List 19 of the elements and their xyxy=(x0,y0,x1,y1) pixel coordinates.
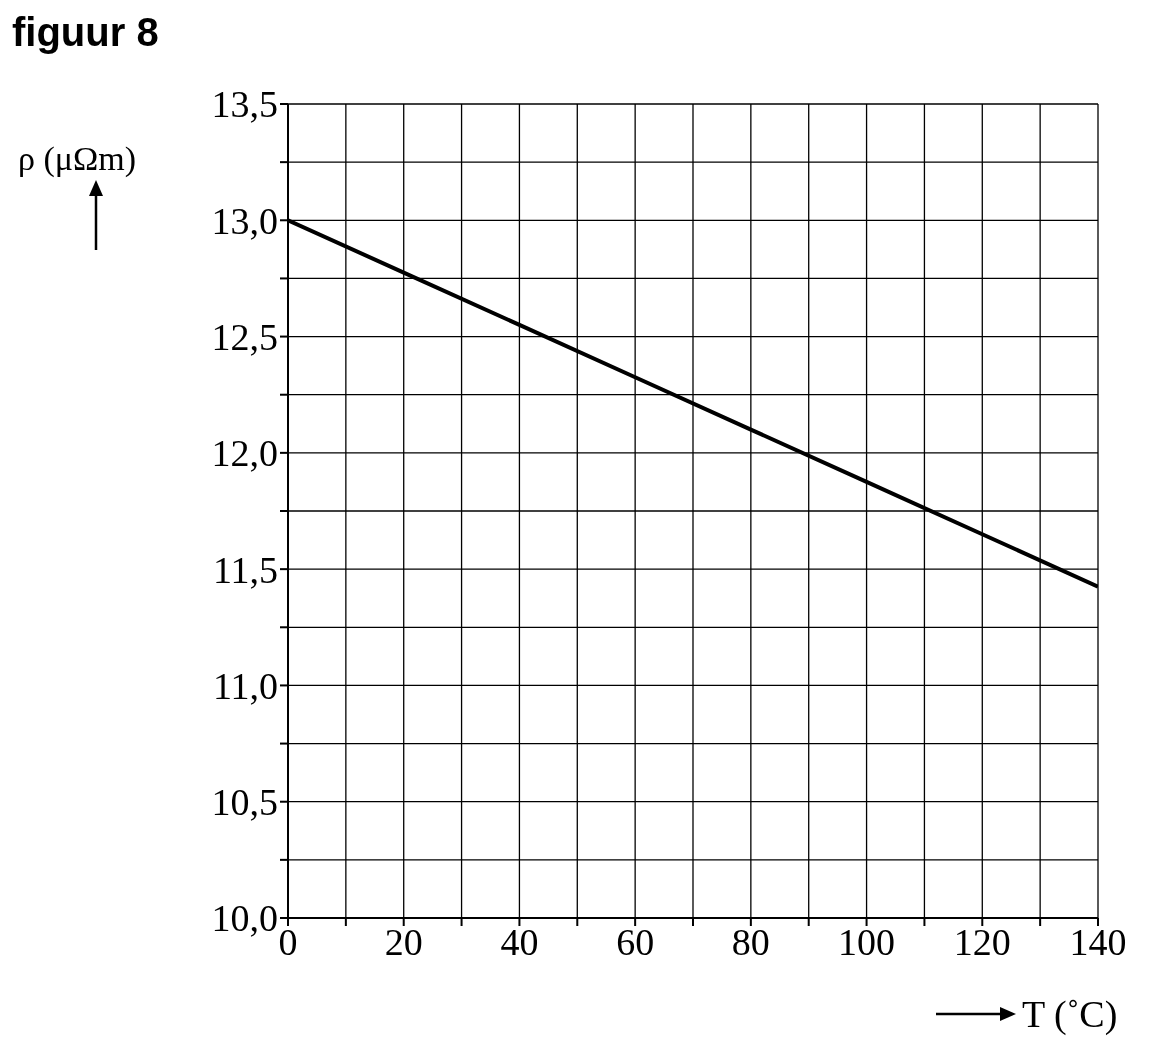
x-tick-label: 100 xyxy=(838,920,896,963)
x-tick-label: 20 xyxy=(384,920,423,963)
x-tick-label: 140 xyxy=(1069,920,1127,963)
y-tick-label: 13,5 xyxy=(211,83,278,126)
y-tick-label: 11,0 xyxy=(212,664,278,707)
x-tick-label: 60 xyxy=(616,920,655,963)
chart-title: figuur 8 xyxy=(12,10,159,55)
y-axis-title: ρ (μΩm) xyxy=(18,140,137,178)
y-tick-label: 12,5 xyxy=(211,316,278,359)
x-tick-label: 120 xyxy=(953,920,1011,963)
x-tick-label: 0 xyxy=(278,920,298,963)
x-axis-title: T (˚C) xyxy=(1022,992,1118,1036)
y-tick-label: 12,0 xyxy=(211,432,278,475)
x-tick-label: 80 xyxy=(731,920,770,963)
x-tick-label: 40 xyxy=(500,920,539,963)
y-tick-label: 10,5 xyxy=(211,781,278,824)
y-tick-label: 13,0 xyxy=(211,199,278,242)
y-tick-label: 11,5 xyxy=(212,548,278,591)
y-tick-label: 10,0 xyxy=(211,897,278,940)
